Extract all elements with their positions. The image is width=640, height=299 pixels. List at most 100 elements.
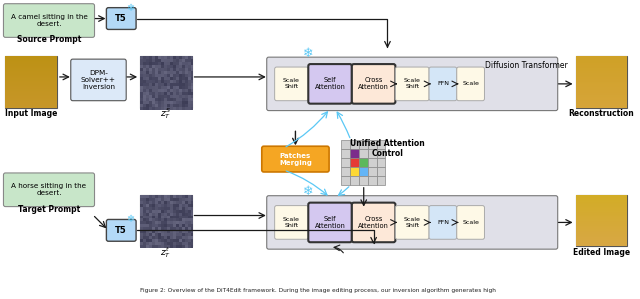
Bar	[161, 80, 164, 83]
Bar	[175, 80, 179, 83]
Bar	[6, 81, 57, 82]
Bar	[182, 222, 184, 225]
Bar	[149, 239, 152, 242]
Bar	[182, 245, 184, 248]
Bar	[152, 236, 155, 239]
Bar	[368, 167, 376, 176]
Bar	[182, 227, 184, 230]
Bar	[158, 98, 161, 101]
Bar	[575, 57, 627, 58]
Bar	[167, 107, 170, 110]
Bar	[575, 63, 627, 64]
Bar	[173, 107, 175, 110]
Bar	[155, 207, 158, 210]
Bar	[575, 220, 627, 222]
Bar	[155, 62, 158, 65]
Bar	[143, 236, 146, 239]
Bar	[146, 80, 149, 83]
Bar	[575, 219, 627, 220]
Bar	[188, 230, 191, 233]
Bar	[6, 58, 57, 59]
Bar	[152, 201, 155, 204]
Bar	[175, 195, 179, 198]
Bar	[368, 149, 376, 158]
Bar	[175, 62, 179, 65]
Bar	[575, 225, 627, 226]
Bar	[575, 245, 627, 246]
Bar	[155, 201, 158, 204]
Bar	[575, 241, 627, 242]
Bar	[155, 89, 158, 92]
Bar	[575, 228, 627, 229]
Bar	[179, 98, 182, 101]
Bar	[161, 107, 164, 110]
Bar	[184, 68, 188, 71]
Bar	[575, 64, 627, 65]
Bar	[140, 77, 143, 80]
Bar	[143, 198, 146, 201]
Bar	[175, 210, 179, 213]
Bar	[158, 56, 161, 59]
Bar	[175, 92, 179, 95]
Bar	[140, 95, 143, 98]
Bar	[376, 149, 385, 158]
Bar	[575, 93, 627, 94]
Bar	[158, 227, 161, 230]
Text: Input Image: Input Image	[5, 109, 58, 118]
Bar	[191, 62, 193, 65]
Bar	[161, 230, 164, 233]
Bar	[188, 201, 191, 204]
Bar	[146, 98, 149, 101]
Bar	[173, 245, 175, 248]
Bar	[191, 65, 193, 68]
Bar	[152, 101, 155, 104]
Bar	[152, 80, 155, 83]
Bar	[167, 233, 170, 236]
Bar	[164, 242, 167, 245]
Bar	[575, 59, 627, 60]
Bar	[170, 245, 173, 248]
Bar	[143, 92, 146, 95]
Bar	[341, 158, 350, 167]
Bar	[179, 59, 182, 62]
Bar	[191, 204, 193, 207]
Bar	[173, 198, 175, 201]
Bar	[164, 107, 167, 110]
Bar	[158, 239, 161, 242]
Bar	[158, 95, 161, 98]
Bar	[6, 64, 57, 65]
Bar	[170, 98, 173, 101]
Bar	[155, 65, 158, 68]
Bar	[175, 201, 179, 204]
Bar	[155, 204, 158, 207]
Bar	[341, 140, 350, 149]
Bar	[140, 62, 143, 65]
Bar	[140, 92, 143, 95]
Bar	[161, 216, 164, 219]
Bar	[167, 89, 170, 92]
Bar	[164, 204, 167, 207]
Bar	[152, 77, 155, 80]
Bar	[152, 83, 155, 86]
Bar	[140, 56, 143, 59]
Bar	[167, 101, 170, 104]
Bar	[182, 213, 184, 216]
Text: DPM-
Solver++
Inversion: DPM- Solver++ Inversion	[81, 70, 116, 90]
Bar	[167, 83, 170, 86]
Bar	[164, 245, 167, 248]
FancyBboxPatch shape	[267, 57, 557, 111]
Bar	[175, 101, 179, 104]
Bar	[575, 79, 627, 80]
Bar	[143, 68, 146, 71]
Bar	[152, 242, 155, 245]
Bar	[184, 239, 188, 242]
Text: Figure 2: Overview of the DiT4Edit framework. During the image editing process, : Figure 2: Overview of the DiT4Edit frame…	[140, 288, 496, 293]
Bar	[143, 71, 146, 74]
Bar	[575, 238, 627, 239]
Bar	[143, 233, 146, 236]
Bar	[152, 71, 155, 74]
Bar	[188, 227, 191, 230]
Bar	[6, 86, 57, 87]
Bar	[149, 77, 152, 80]
Bar	[161, 104, 164, 107]
